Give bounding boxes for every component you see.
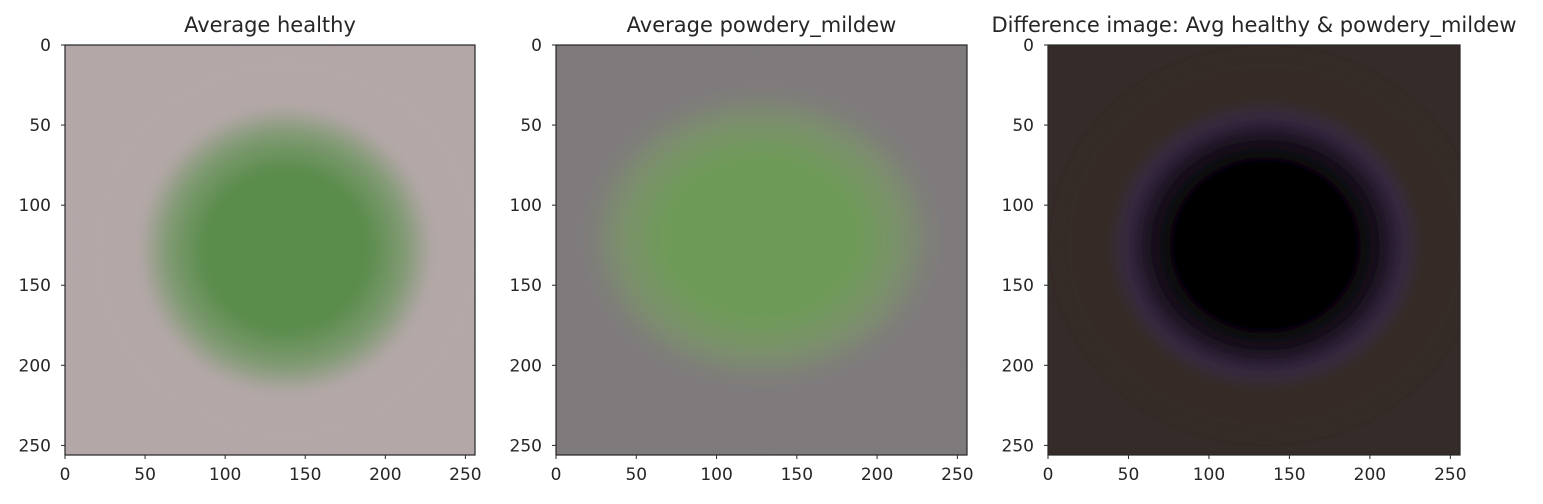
y-tick-label: 50 (520, 116, 542, 136)
x-tick-label: 100 (700, 465, 732, 485)
panel-1: Average healthy 0 50 100 150 200 250 0 50 100 150 2… (19, 13, 482, 485)
y-tick-label: 0 (1023, 36, 1034, 56)
x-tick-label: 0 (551, 465, 562, 485)
x-tick-label: 0 (1043, 465, 1054, 485)
y-tick-label: 100 (510, 196, 542, 216)
y-tick-label: 100 (1002, 196, 1034, 216)
x-tick-label: 150 (289, 465, 321, 485)
x-tick-label: 50 (625, 465, 647, 485)
panel-title: Average healthy (184, 13, 356, 37)
x-tick-label: 250 (941, 465, 973, 485)
y-tick-label: 0 (40, 36, 51, 56)
panel-title: Difference image: Avg healthy & powdery_… (991, 13, 1516, 38)
panel-2: Average powdery_mildew 0 50 100 150 200 250 0 50… (510, 13, 974, 485)
x-tick-label: 50 (1118, 465, 1140, 485)
x-tick-label: 200 (369, 465, 401, 485)
x-tick-label: 50 (134, 465, 156, 485)
x-tick-label: 150 (781, 465, 813, 485)
heatmap-image (1048, 45, 1460, 455)
y-tick-label: 200 (1002, 356, 1034, 376)
axes-frame (64, 44, 476, 456)
y-tick-label: 250 (1002, 436, 1034, 456)
y-tick-label: 150 (1002, 276, 1034, 296)
y-tick-label: 250 (19, 436, 51, 456)
y-tick-label: 150 (510, 276, 542, 296)
axes-frame (1047, 44, 1461, 456)
y-tick-label: 50 (29, 116, 51, 136)
x-tick-label: 200 (1354, 465, 1386, 485)
panel-title: Average powdery_mildew (627, 13, 897, 38)
x-tick-label: 100 (1193, 465, 1225, 485)
y-tick-label: 0 (531, 36, 542, 56)
heatmap-image (65, 45, 475, 455)
y-tick-label: 50 (1012, 116, 1034, 136)
x-tick-label: 250 (1434, 465, 1466, 485)
x-tick-label: 100 (209, 465, 241, 485)
axes-frame (555, 44, 968, 456)
y-tick-label: 200 (510, 356, 542, 376)
panel-3: Difference image: Avg healthy & powdery_… (991, 13, 1516, 485)
y-tick-label: 150 (19, 276, 51, 296)
y-tick-label: 250 (510, 436, 542, 456)
heatmap-image (556, 45, 967, 455)
y-tick-label: 100 (19, 196, 51, 216)
x-tick-label: 250 (449, 465, 481, 485)
y-tick-label: 200 (19, 356, 51, 376)
x-tick-label: 200 (861, 465, 893, 485)
x-tick-label: 0 (60, 465, 71, 485)
x-tick-label: 150 (1273, 465, 1305, 485)
